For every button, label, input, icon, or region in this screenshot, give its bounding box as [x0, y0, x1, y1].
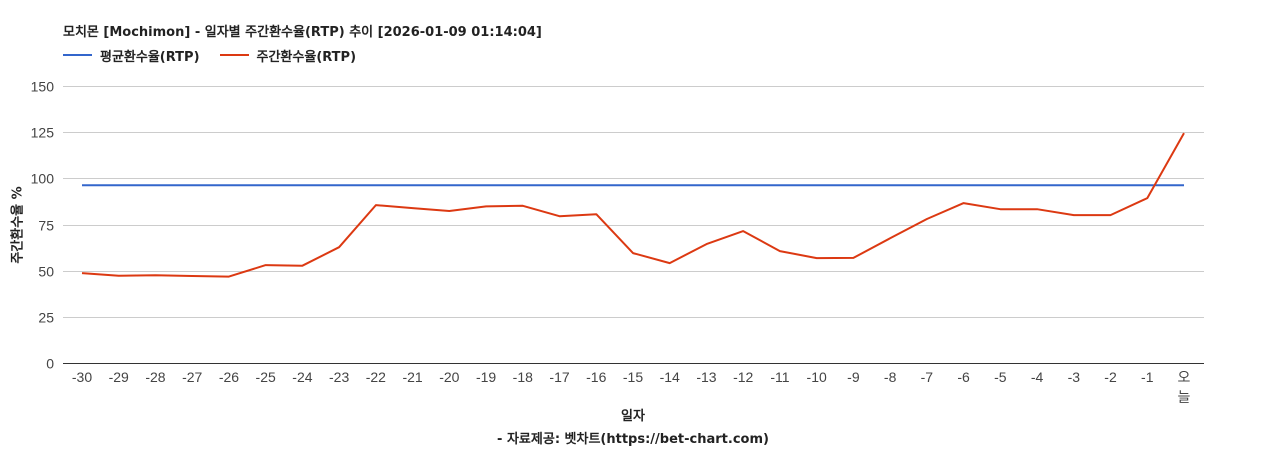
x-tick-label: -21 [402, 369, 422, 385]
x-tick-label: -19 [476, 369, 496, 385]
source-credit: - 자료제공: 벳차트(https://bet-chart.com) [497, 432, 769, 447]
x-tick-label: -29 [109, 369, 129, 385]
x-tick-label: -4 [1031, 369, 1044, 385]
x-tick-label: -6 [957, 369, 970, 385]
x-tick-label: -8 [884, 369, 897, 385]
x-tick-label: -1 [1141, 369, 1154, 385]
x-axis-ticks: -30 -29 -28 -27 -26 -25 -24 -23 -22 -21 -20 -19 -18-… [72, 369, 1191, 405]
y-axis-ticks: 0 25 50 75 100 125 150 [31, 79, 55, 372]
x-tick-label: -24 [292, 369, 312, 385]
x-tick-label: -17 [549, 369, 569, 385]
x-tick-label: -20 [439, 369, 459, 385]
x-tick-label: -11 [770, 369, 789, 385]
y-tick-label: 50 [38, 264, 54, 280]
x-tick-label: -23 [329, 369, 349, 385]
x-tick-label: -22 [366, 369, 386, 385]
weekly-rtp-line[interactable] [81, 132, 1185, 278]
y-tick-label: 100 [31, 171, 55, 187]
x-tick-label: -15 [623, 369, 643, 385]
legend-swatch-weekly-icon [219, 54, 249, 56]
x-axis-title: 일자 [621, 409, 645, 424]
x-tick-label: -7 [921, 369, 934, 385]
chart-title: 모치몬 [Mochimon] - 일자별 주간환수율(RTP) 추이 [2026… [63, 25, 542, 40]
legend-label-weekly: 주간환수율(RTP) [256, 49, 357, 65]
x-tick-label: -2 [1104, 369, 1117, 385]
x-tick-label: -25 [256, 369, 276, 385]
legend-swatch-average-icon [63, 54, 92, 56]
y-tick-label: 150 [31, 79, 55, 95]
legend-label-average: 평균환수율(RTP) [100, 49, 200, 65]
x-tick-label: -12 [733, 369, 753, 385]
x-tick-label: -26 [219, 369, 239, 385]
legend-item-average[interactable]: 평균환수율(RTP) [63, 46, 200, 65]
x-tick-label: -30 [72, 369, 92, 385]
x-tick-label: -14 [660, 369, 680, 385]
x-tick-label: -28 [145, 369, 165, 385]
x-tick-label: -27 [182, 369, 202, 385]
y-tick-label: 125 [31, 125, 55, 141]
x-tick-label: -5 [994, 369, 1007, 385]
y-axis-title: 주간환수율 % [10, 186, 26, 264]
x-tick-label: -13 [696, 369, 716, 385]
x-tick-label: -9 [847, 369, 860, 385]
x-tick-label: 늘 [1178, 389, 1191, 405]
x-tick-label: -18 [513, 369, 533, 385]
y-tick-label: 25 [38, 310, 54, 326]
series-lines [81, 132, 1185, 278]
x-tick-label: -3 [1068, 369, 1081, 385]
legend: 평균환수율(RTP) 주간환수율(RTP) [63, 46, 376, 65]
x-tick-label: 오 [1178, 369, 1191, 385]
gridlines [63, 86, 1204, 318]
y-tick-label: 75 [38, 218, 54, 234]
x-tick-label: -10 [807, 369, 827, 385]
x-tick-label: -16 [586, 369, 606, 385]
legend-item-weekly[interactable]: 주간환수율(RTP) [219, 46, 357, 65]
y-tick-label: 0 [46, 356, 54, 372]
